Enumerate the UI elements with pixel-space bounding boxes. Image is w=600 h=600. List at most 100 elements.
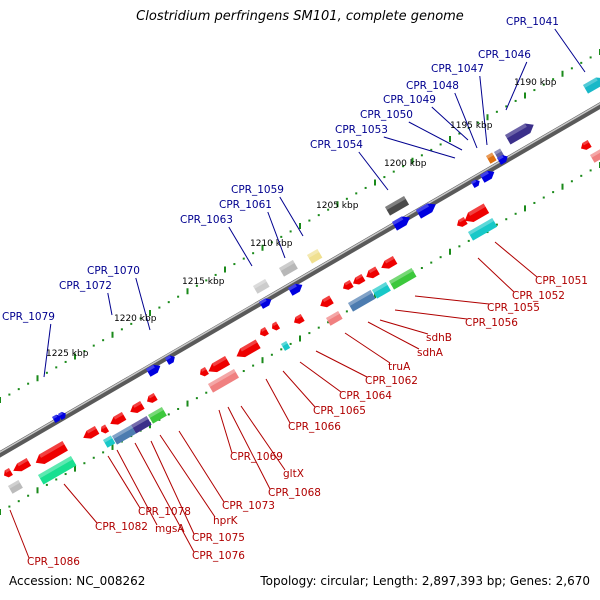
- gene-label-upper[interactable]: CPR_1050: [360, 109, 413, 121]
- gene-gray[interactable]: [385, 196, 410, 216]
- gene-arrow[interactable]: [416, 200, 438, 219]
- gene-block[interactable]: [8, 480, 23, 494]
- gene-label-lower[interactable]: CPR_1068: [268, 487, 321, 499]
- gene-label-upper[interactable]: CPR_1072: [59, 280, 112, 292]
- scale-tick: [449, 248, 451, 255]
- gene-arrow[interactable]: [270, 321, 281, 332]
- gene-yellow[interactable]: [307, 249, 323, 264]
- gene-green[interactable]: [389, 268, 417, 290]
- gene-label-upper[interactable]: CPR_1079: [2, 311, 55, 323]
- gene-block[interactable]: [281, 341, 291, 351]
- gene-blue[interactable]: [348, 290, 376, 312]
- scale-tick: [355, 192, 358, 195]
- gene-gray[interactable]: [279, 260, 298, 277]
- gene-label-lower[interactable]: mgsA: [155, 523, 185, 535]
- gene-label-lower[interactable]: CPR_1066: [288, 421, 341, 433]
- gene-arrow[interactable]: [165, 354, 177, 365]
- scale-tick: [205, 391, 208, 394]
- gene-label-upper[interactable]: CPR_1041: [506, 16, 559, 28]
- gene-arrow[interactable]: [58, 411, 68, 421]
- gene-arrow[interactable]: [497, 153, 510, 165]
- gene-label-lower[interactable]: truA: [388, 361, 411, 373]
- gene-label-lower[interactable]: hprK: [213, 515, 239, 527]
- gene-purple[interactable]: [131, 416, 152, 434]
- gene-arrow[interactable]: [292, 314, 305, 326]
- gene-label-lower[interactable]: CPR_1082: [95, 521, 148, 533]
- gene-label-lower[interactable]: CPR_1069: [230, 451, 283, 463]
- gene-purple[interactable]: [504, 120, 536, 145]
- gene-blue[interactable]: [112, 425, 137, 445]
- gene-arrow[interactable]: [33, 441, 68, 468]
- label-leader-line: [431, 106, 469, 141]
- gene-arrow[interactable]: [128, 401, 145, 416]
- gene-label-upper[interactable]: CPR_1070: [87, 265, 140, 277]
- gene-arrow[interactable]: [480, 168, 497, 183]
- gene-label-lower[interactable]: CPR_1062: [365, 375, 418, 387]
- gene-block[interactable]: [208, 369, 239, 393]
- gene-label-upper[interactable]: CPR_1046: [478, 49, 531, 61]
- scale-tick: [458, 132, 461, 135]
- gene-orange[interactable]: [486, 152, 497, 164]
- gene-label-lower[interactable]: gltX: [283, 468, 304, 480]
- genome-backbone: [0, 102, 600, 458]
- gene-label-upper[interactable]: CPR_1059: [231, 184, 284, 196]
- gene-green[interactable]: [38, 456, 77, 485]
- gene-label-lower[interactable]: CPR_1056: [465, 317, 518, 329]
- gene-label-upper[interactable]: CPR_1063: [180, 214, 233, 226]
- scale-tick: [542, 83, 545, 86]
- gene-label-lower[interactable]: CPR_1086: [27, 556, 80, 568]
- gene-label-upper[interactable]: CPR_1049: [383, 94, 436, 106]
- gene-label-lower[interactable]: CPR_1052: [512, 290, 565, 302]
- gene-label-lower[interactable]: CPR_1055: [487, 302, 540, 314]
- gene-block[interactable]: [590, 148, 600, 163]
- gene-arrow[interactable]: [392, 213, 413, 231]
- gene-arrow[interactable]: [259, 296, 273, 309]
- gene-label-upper[interactable]: CPR_1061: [219, 199, 272, 211]
- gene-arrow[interactable]: [146, 362, 163, 377]
- gene-arrow[interactable]: [288, 281, 305, 296]
- gene-arrow[interactable]: [341, 280, 354, 292]
- gene-arrow[interactable]: [379, 255, 398, 272]
- gene-arrow[interactable]: [2, 467, 13, 479]
- gene-arrow[interactable]: [11, 458, 32, 475]
- gene-arrow[interactable]: [145, 393, 158, 405]
- gene-green[interactable]: [148, 407, 167, 424]
- gene-cyan[interactable]: [583, 74, 600, 94]
- gene-arrow[interactable]: [81, 425, 100, 442]
- gene-arrow[interactable]: [99, 424, 110, 435]
- gene-arrow[interactable]: [258, 326, 269, 338]
- gene-arrow[interactable]: [108, 411, 127, 428]
- gene-label-upper[interactable]: CPR_1047: [431, 63, 484, 75]
- gene-label-lower[interactable]: CPR_1075: [192, 532, 245, 544]
- gene-arrow[interactable]: [351, 274, 366, 287]
- gene-label-upper[interactable]: CPR_1054: [310, 139, 363, 151]
- gene-arrow[interactable]: [579, 140, 592, 152]
- gene-arrow[interactable]: [52, 413, 62, 424]
- gene-gray[interactable]: [252, 279, 270, 294]
- gene-label-lower[interactable]: CPR_1064: [339, 390, 392, 402]
- gene-arrow[interactable]: [318, 295, 334, 310]
- gene-cyan[interactable]: [372, 282, 391, 299]
- gene-label-lower[interactable]: CPR_1076: [192, 550, 245, 562]
- gene-label-lower[interactable]: sdhA: [417, 347, 444, 359]
- gene-label-lower[interactable]: sdhB: [426, 332, 452, 344]
- gene-arrow[interactable]: [471, 178, 481, 189]
- gene-label-lower[interactable]: CPR_1078: [138, 506, 191, 518]
- gene-label-upper[interactable]: CPR_1053: [335, 124, 388, 136]
- gene-label-lower[interactable]: CPR_1051: [535, 275, 588, 287]
- gene-block[interactable]: [103, 435, 116, 448]
- label-leader-line: [159, 434, 216, 518]
- gene-cyan[interactable]: [468, 218, 498, 241]
- gene-arrow[interactable]: [364, 266, 380, 281]
- gene-arrow[interactable]: [234, 339, 261, 361]
- gene-label-lower[interactable]: CPR_1073: [222, 500, 275, 512]
- gene-block[interactable]: [326, 311, 343, 326]
- gene-arrow[interactable]: [198, 366, 209, 378]
- gene-label-lower[interactable]: CPR_1065: [313, 405, 366, 417]
- gene-arrow[interactable]: [455, 217, 468, 229]
- gene-label-upper[interactable]: CPR_1048: [406, 80, 459, 92]
- scale-tick: [552, 191, 555, 194]
- gene-arrow[interactable]: [462, 203, 490, 226]
- gene-arrow[interactable]: [206, 356, 231, 376]
